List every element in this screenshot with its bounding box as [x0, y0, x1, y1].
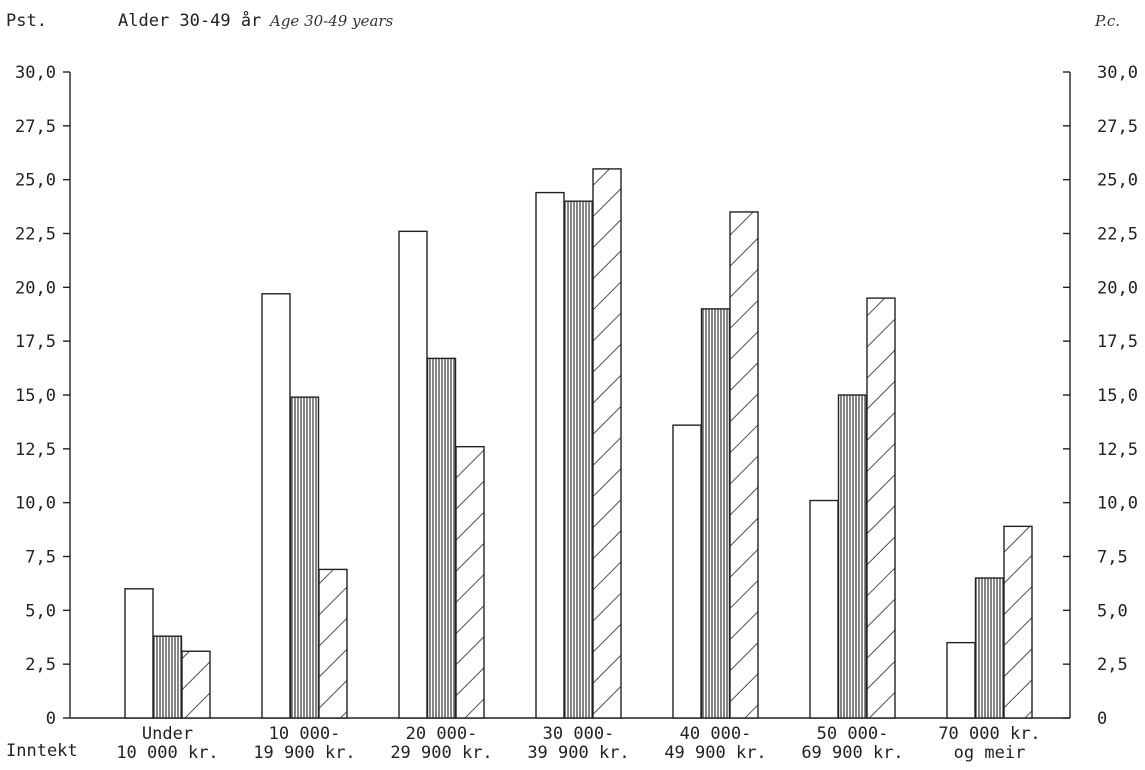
right-tick-label: 15,0 — [1097, 386, 1138, 406]
bar-vertical-lines-4 — [563, 200, 594, 719]
bar-vertical-lines-6 — [837, 394, 868, 719]
x-tick-label: 30 000- — [543, 724, 615, 744]
left-tick-label: 7,5 — [25, 548, 56, 568]
bar-vertical-lines-3 — [426, 357, 457, 719]
x-tick-label: 69 900 kr. — [801, 743, 903, 763]
bar-vertical-lines-7 — [974, 577, 1005, 719]
left-tick-label: 30,0 — [15, 63, 56, 83]
x-tick-label: 39 900 kr. — [527, 743, 629, 763]
x-tick-label: 49 900 kr. — [664, 743, 766, 763]
right-tick-label: 22,5 — [1097, 225, 1138, 245]
bar-diagonal-hatch-1 — [181, 650, 211, 719]
right-tick-label: 0 — [1097, 709, 1107, 729]
bar-vertical-lines-1 — [152, 635, 183, 719]
right-tick-label: 7,5 — [1097, 548, 1128, 568]
chart-subtitle: Age 30-49 years — [268, 12, 394, 30]
left-tick-label: 22,5 — [15, 225, 56, 245]
bar-diagonal-hatch-7 — [1003, 525, 1033, 719]
chart-title: Alder 30-49 år — [118, 10, 261, 31]
left-tick-label: 5,0 — [25, 601, 56, 621]
x-tick-label: 50 000- — [817, 724, 889, 744]
bar-diagonal-hatch-5 — [729, 211, 759, 719]
x-tick-label: 20 000- — [406, 724, 478, 744]
bar-diagonal-hatch-2 — [318, 568, 348, 719]
left-y-axis: 0 2,5 5,0 7,5 10,0 12,5 15,0 17,5 20,0 22,5 25,0 27… — [15, 63, 71, 729]
bar-white-5 — [672, 424, 702, 719]
left-tick-label: 25,0 — [15, 171, 56, 191]
right-y-axis: 0 2,5 5,0 7,5 10,0 12,5 15,0 17,5 20,0 22,5 25,0 27… — [1063, 63, 1138, 729]
right-tick-label: 25,0 — [1097, 171, 1138, 191]
right-tick-label: 20,0 — [1097, 278, 1138, 298]
bar-vertical-lines-5 — [700, 308, 731, 719]
x-tick-label: og meir — [954, 743, 1026, 763]
left-tick-label: 0 — [46, 709, 56, 729]
x-tick-label: Under — [142, 724, 193, 744]
bars — [124, 168, 1033, 719]
bar-diagonal-hatch-4 — [592, 168, 622, 719]
right-tick-label: 27,5 — [1097, 117, 1138, 137]
x-tick-label: 19 900 kr. — [253, 743, 355, 763]
right-tick-label: 2,5 — [1097, 655, 1128, 675]
x-tick-label: 10 000 kr. — [116, 743, 218, 763]
left-tick-label: 27,5 — [15, 117, 56, 137]
bar-white-3 — [398, 230, 428, 719]
left-tick-label: 12,5 — [15, 440, 56, 460]
right-tick-label: 17,5 — [1097, 332, 1138, 352]
right-tick-label: 12,5 — [1097, 440, 1138, 460]
x-tick-label: 70 000 kr. — [938, 724, 1040, 744]
bar-diagonal-hatch-3 — [455, 445, 485, 719]
bar-white-6 — [809, 499, 839, 719]
bar-white-2 — [261, 293, 291, 719]
bar-vertical-lines-2 — [289, 396, 320, 719]
x-tick-label: 29 900 kr. — [390, 743, 492, 763]
left-tick-label: 20,0 — [15, 278, 56, 298]
right-axis-unit-label: P.c. — [1094, 12, 1120, 30]
left-tick-label: 2,5 — [25, 655, 56, 675]
left-tick-label: 10,0 — [15, 494, 56, 514]
right-tick-label: 5,0 — [1097, 601, 1128, 621]
bar-diagonal-hatch-6 — [866, 297, 896, 719]
right-tick-label: 30,0 — [1097, 63, 1138, 83]
bar-white-7 — [946, 641, 976, 719]
x-tick-label: 40 000- — [680, 724, 752, 744]
x-tick-label: 10 000- — [269, 724, 341, 744]
left-tick-label: 17,5 — [15, 332, 56, 352]
bar-white-4 — [535, 191, 565, 719]
left-axis-unit-label: Pst. — [6, 11, 47, 31]
left-tick-label: 15,0 — [15, 386, 56, 406]
right-tick-label: 10,0 — [1097, 494, 1138, 514]
x-axis-label: Inntekt — [6, 741, 78, 761]
bar-white-1 — [124, 588, 154, 719]
